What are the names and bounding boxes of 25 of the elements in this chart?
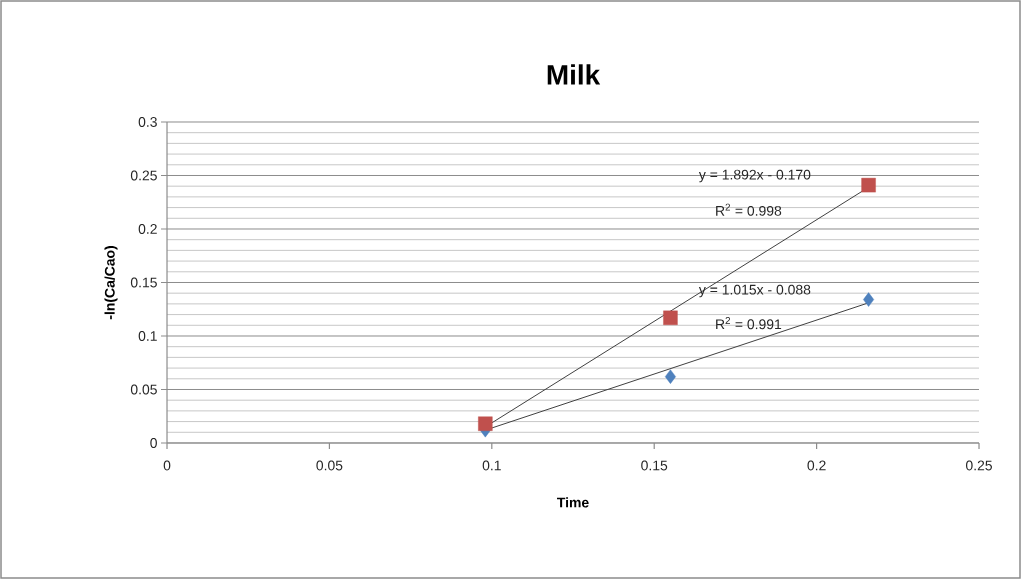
point	[478, 416, 493, 431]
x-tick-label: 0.2	[807, 460, 826, 471]
point	[663, 310, 678, 325]
x-tick-label: 0.25	[965, 460, 992, 471]
y-axis-title: -ln(Ca/Cao)	[104, 245, 118, 320]
y-tick-label: 0.25	[130, 170, 157, 181]
y-tick-label: 0.2	[138, 224, 157, 234]
y-tick-label: 0.05	[130, 384, 157, 395]
annotation: y = 1.015x - 0.088	[698, 284, 811, 298]
y-tick-label: 0.3	[138, 117, 157, 127]
y-tick-label: 0.1	[138, 331, 157, 341]
point	[863, 292, 875, 307]
point	[861, 177, 876, 193]
chart-title: Milk	[547, 64, 601, 85]
y-tick-label: 0.15	[130, 277, 157, 288]
annotation: y = 1.892x - 0.170	[698, 169, 811, 183]
x-tick-label: 0.15	[641, 460, 668, 471]
x-axis-title: Time	[557, 497, 589, 508]
x-tick-label: 0	[163, 460, 171, 471]
x-tick-label: 0.1	[482, 460, 501, 471]
annotation: R$^{2}$ = 0.998	[716, 203, 782, 216]
annotation: R$^{2}$ = 0.991	[716, 317, 782, 330]
point	[665, 369, 676, 384]
y-tick-label: 0	[150, 438, 157, 448]
x-tick-label: 0.05	[316, 460, 343, 471]
